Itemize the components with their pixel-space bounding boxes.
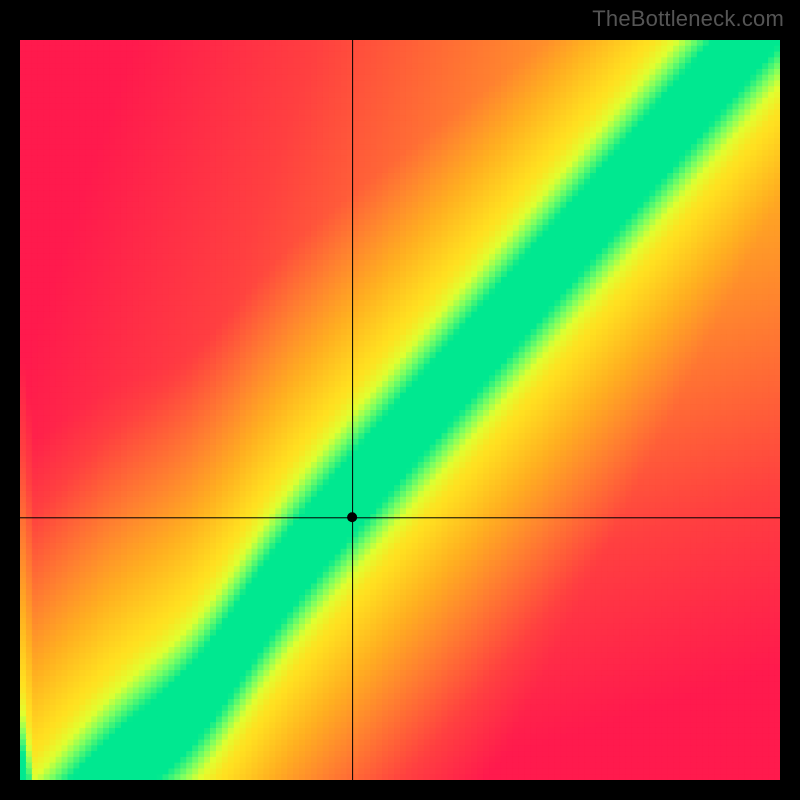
bottleneck-heatmap <box>20 40 780 780</box>
watermark-text: TheBottleneck.com <box>592 6 784 32</box>
chart-container: TheBottleneck.com <box>0 0 800 800</box>
